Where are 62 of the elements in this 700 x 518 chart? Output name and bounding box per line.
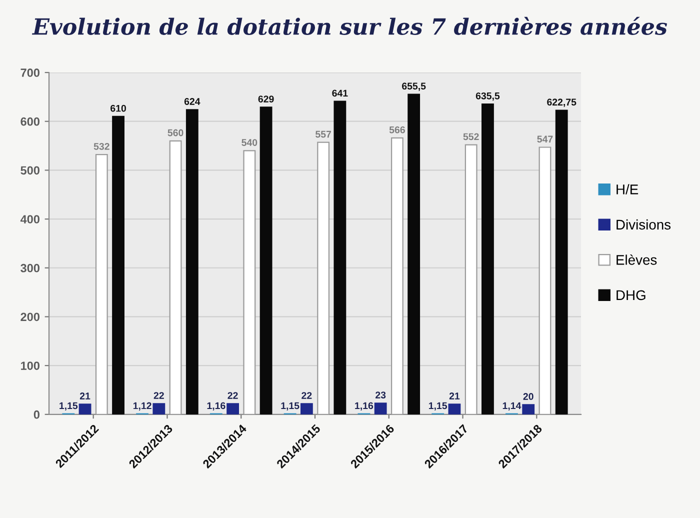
- data-label: 610: [110, 104, 126, 112]
- data-label: 552: [463, 133, 479, 140]
- data-label: 1,15: [60, 402, 78, 411]
- data-label: 629: [258, 96, 274, 102]
- legend-label: Divisions: [616, 219, 671, 230]
- bar: [95, 154, 108, 414]
- data-label: 1,15: [281, 402, 300, 411]
- bar: [522, 404, 535, 414]
- data-label: 23: [376, 392, 386, 398]
- data-label: 21: [449, 392, 460, 400]
- y-tick-label: 400: [20, 215, 40, 224]
- legend-label: DHG: [616, 290, 646, 300]
- data-label: 1,15: [428, 402, 448, 411]
- data-label: 22: [154, 392, 164, 399]
- bar: [186, 109, 198, 414]
- bar: [390, 137, 404, 414]
- bar: [408, 94, 420, 414]
- data-label: 532: [94, 142, 110, 150]
- data-label: 1,16: [207, 402, 226, 411]
- data-label: 557: [316, 130, 331, 138]
- bar: [243, 150, 256, 414]
- bar: [260, 106, 272, 414]
- bar: [374, 402, 387, 414]
- y-tick-label: 700: [20, 68, 40, 77]
- data-label: 20: [523, 393, 534, 400]
- bar: [317, 142, 330, 414]
- bar: [334, 100, 346, 414]
- data-label: 635,5: [476, 92, 500, 101]
- y-tick-label: 600: [20, 117, 40, 126]
- data-label: 624: [184, 98, 200, 105]
- bar: [78, 404, 92, 414]
- y-tick-label: 200: [20, 312, 40, 322]
- data-label: 560: [168, 129, 184, 136]
- bar: [464, 144, 478, 414]
- data-label: 641: [332, 90, 348, 97]
- bar: [538, 146, 552, 414]
- data-label: 547: [537, 136, 553, 143]
- legend-label: Elèves: [616, 254, 657, 265]
- y-tick-label: 500: [20, 166, 40, 175]
- data-label: 622,75: [547, 98, 576, 107]
- bar: [448, 404, 461, 414]
- data-label: 22: [228, 392, 238, 399]
- bar: [555, 110, 568, 414]
- y-tick-label: 100: [21, 362, 40, 370]
- data-label: 655,5: [402, 82, 426, 91]
- data-label: 22: [302, 392, 312, 399]
- data-label: 540: [242, 139, 258, 146]
- y-tick-label: 0: [34, 410, 40, 419]
- bar: [152, 403, 166, 414]
- bar: [112, 116, 124, 414]
- bar: [482, 103, 494, 414]
- data-label: 1,14: [502, 402, 522, 411]
- data-label: 1,12: [133, 402, 152, 411]
- y-tick-label: 300: [20, 264, 40, 272]
- legend-label: H/E: [616, 184, 638, 194]
- data-label: 1,16: [355, 402, 374, 411]
- data-label: 21: [80, 392, 90, 400]
- bar: [226, 403, 240, 414]
- data-label: 566: [389, 126, 405, 134]
- chart-title: Evolution de la dotation sur les 7 dernières années: [32, 16, 668, 35]
- bar: [300, 403, 313, 414]
- bar: [169, 140, 182, 414]
